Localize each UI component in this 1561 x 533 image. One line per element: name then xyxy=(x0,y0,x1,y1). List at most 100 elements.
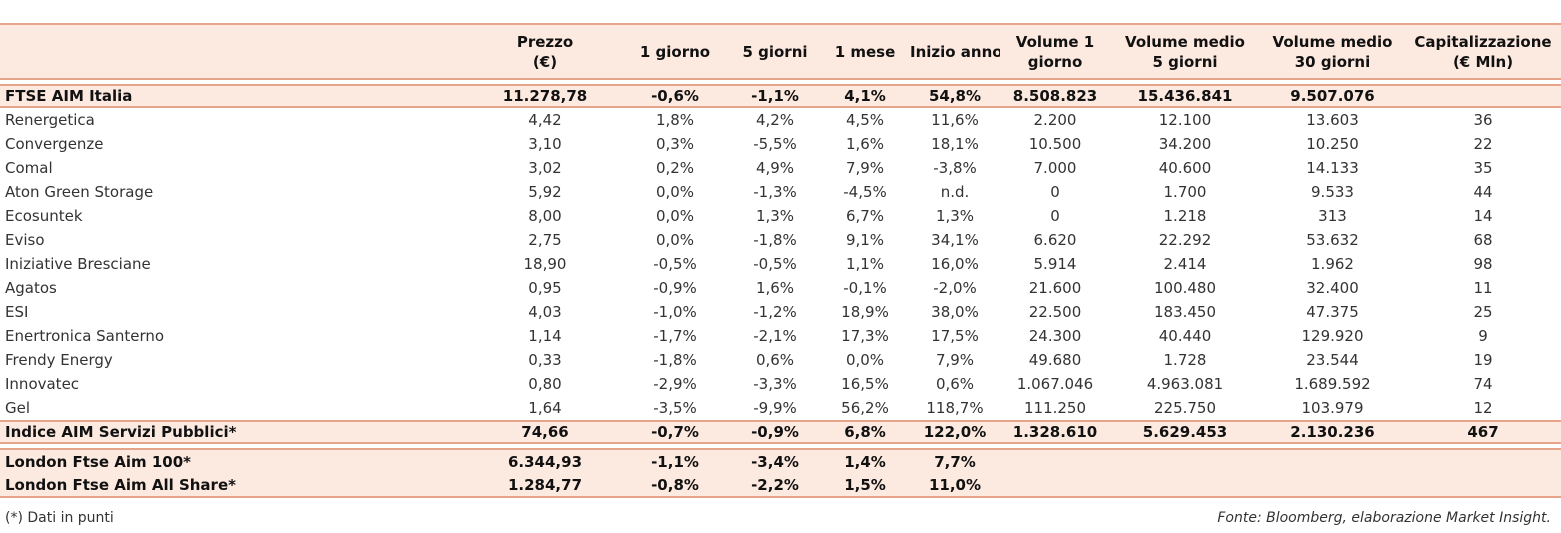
table-row: Frendy Energy 0,33 -1,8% 0,6% 0,0% 7,9% 49.680… xyxy=(0,348,1561,372)
row-label: Eviso xyxy=(5,231,45,249)
cell-value: 11.278,78 xyxy=(502,87,588,105)
table-row: Eviso 2,75 0,0% -1,8% 9,1% 34,1% 6.620 22.292 53… xyxy=(0,228,1561,252)
row-label: Comal xyxy=(5,159,53,177)
cell-value: 10.250 xyxy=(1306,135,1359,153)
cell-value: 4,5% xyxy=(845,111,885,129)
cell-value: 9 xyxy=(1478,327,1488,345)
cell-value: 122,0% xyxy=(923,423,987,441)
cell-value: -0,9% xyxy=(653,279,697,297)
column-header: Inizio anno xyxy=(910,42,1000,61)
cell-value: 2.414 xyxy=(1163,255,1207,273)
cell-value: 0,0% xyxy=(655,183,695,201)
cell-value: 14 xyxy=(1473,207,1493,225)
cell-value xyxy=(1405,85,1561,107)
cell-value: 0,0% xyxy=(655,207,695,225)
cell-value: -0,5% xyxy=(653,255,697,273)
cell-value: -1,2% xyxy=(753,303,797,321)
cell-value xyxy=(1110,449,1260,473)
cell-value: 16,5% xyxy=(841,375,889,393)
cell-value: 1,6% xyxy=(755,279,795,297)
cell-value xyxy=(1000,473,1110,497)
cell-value: -0,6% xyxy=(651,87,699,105)
row-label: ESI xyxy=(5,303,29,321)
row-label: London Ftse Aim All Share* xyxy=(5,475,236,494)
cell-value: 35 xyxy=(1473,159,1493,177)
cell-value: 1.328.610 xyxy=(1012,423,1098,441)
cell-value: 8,00 xyxy=(528,207,562,225)
cell-value: -1,0% xyxy=(653,303,697,321)
cell-value: -3,8% xyxy=(933,159,977,177)
header-row: Prezzo (€) 1 giorno 5 giorni 1 mese Inizio an… xyxy=(0,24,1561,79)
cell-value: 0,95 xyxy=(528,279,562,297)
cell-value: 183.450 xyxy=(1153,303,1217,321)
cell-value: 22.500 xyxy=(1028,303,1082,321)
cell-value: 9.507.076 xyxy=(1290,87,1375,105)
table-row: Convergenze 3,10 0,3% -5,5% 1,6% 18,1% 10.500 3… xyxy=(0,132,1561,156)
column-header: 5 giorni xyxy=(742,42,808,61)
cell-value: 1.284,77 xyxy=(507,475,583,494)
cell-value: 18,9% xyxy=(841,303,889,321)
cell-value: -2,9% xyxy=(653,375,697,393)
column-header: Volume medio 30 giorni xyxy=(1272,32,1393,71)
table-row: Ecosuntek 8,00 0,0% 1,3% 6,7% 1,3% 0 1.218 313 14 xyxy=(0,204,1561,228)
cell-value: 1.067.046 xyxy=(1016,375,1094,393)
cell-value: 467 xyxy=(1467,423,1499,441)
row-label: Convergenze xyxy=(5,135,104,153)
cell-value: 10.500 xyxy=(1028,135,1082,153)
table-row: Comal 3,02 0,2% 4,9% 7,9% -3,8% 7.000 40.600 14.… xyxy=(0,156,1561,180)
table-row: Iniziative Bresciane 18,90 -0,5% -0,5% 1,1% 1… xyxy=(0,252,1561,276)
cell-value: 313 xyxy=(1318,207,1347,225)
cell-value: 5,92 xyxy=(528,183,562,201)
aim-market-table: Prezzo (€) 1 giorno 5 giorni 1 mese Inizio an… xyxy=(0,23,1561,498)
footnote: (*) Dati in punti xyxy=(5,510,114,526)
cell-value: -3,4% xyxy=(751,452,799,471)
cell-value: -1,1% xyxy=(651,452,699,471)
column-header: Capitalizzazione (€ Mln) xyxy=(1414,32,1552,71)
cell-value: 1,14 xyxy=(528,327,562,345)
cell-value: 1,3% xyxy=(935,207,975,225)
cell-value: 25 xyxy=(1473,303,1493,321)
cell-value: 24.300 xyxy=(1028,327,1082,345)
cell-value: 0,3% xyxy=(655,135,695,153)
cell-value: 4,9% xyxy=(755,159,795,177)
cell-value: -1,1% xyxy=(751,87,799,105)
row-label: Ecosuntek xyxy=(5,207,83,225)
cell-value: 53.632 xyxy=(1306,231,1359,249)
cell-value xyxy=(1405,473,1561,497)
cell-value: -1,3% xyxy=(753,183,797,201)
cell-value: 3,02 xyxy=(528,159,562,177)
cell-value: 0,6% xyxy=(755,351,795,369)
cell-value: 98 xyxy=(1473,255,1493,273)
cell-value: -2,2% xyxy=(751,475,799,494)
cell-value: 47.375 xyxy=(1306,303,1359,321)
row-label: Iniziative Bresciane xyxy=(5,255,151,273)
cell-value: -9,9% xyxy=(753,399,797,417)
cell-value: -3,5% xyxy=(653,399,697,417)
cell-value: 6.344,93 xyxy=(507,452,583,471)
cell-value: 11,0% xyxy=(928,475,982,494)
index-row-london: London Ftse Aim All Share* 1.284,77 -0,8% -… xyxy=(0,473,1561,497)
cell-value: 17,5% xyxy=(931,327,979,345)
cell-value: -0,7% xyxy=(651,423,699,441)
cell-value: 21.600 xyxy=(1028,279,1082,297)
cell-value: 14.133 xyxy=(1306,159,1359,177)
cell-value: 0,33 xyxy=(528,351,562,369)
cell-value: 6.620 xyxy=(1033,231,1077,249)
cell-value: 12 xyxy=(1473,399,1493,417)
cell-value: 11,6% xyxy=(931,111,979,129)
index-row-london: London Ftse Aim 100* 6.344,93 -1,1% -3,4% 1,… xyxy=(0,449,1561,473)
cell-value: 1,6% xyxy=(845,135,885,153)
cell-value: 18,90 xyxy=(523,255,567,273)
cell-value: 0 xyxy=(1050,207,1060,225)
table-row: Renergetica 4,42 1,8% 4,2% 4,5% 11,6% 2.200 12.… xyxy=(0,107,1561,132)
cell-value: 9.533 xyxy=(1311,183,1354,201)
cell-value: -1,8% xyxy=(753,231,797,249)
cell-value: 1.700 xyxy=(1163,183,1207,201)
column-header: 1 mese xyxy=(834,42,896,61)
cell-value: 44 xyxy=(1473,183,1493,201)
cell-value xyxy=(1405,449,1561,473)
cell-value: 0,2% xyxy=(655,159,695,177)
row-label: Aton Green Storage xyxy=(5,183,154,201)
cell-value: 2.130.236 xyxy=(1290,423,1375,441)
cell-value: 9,1% xyxy=(845,231,885,249)
